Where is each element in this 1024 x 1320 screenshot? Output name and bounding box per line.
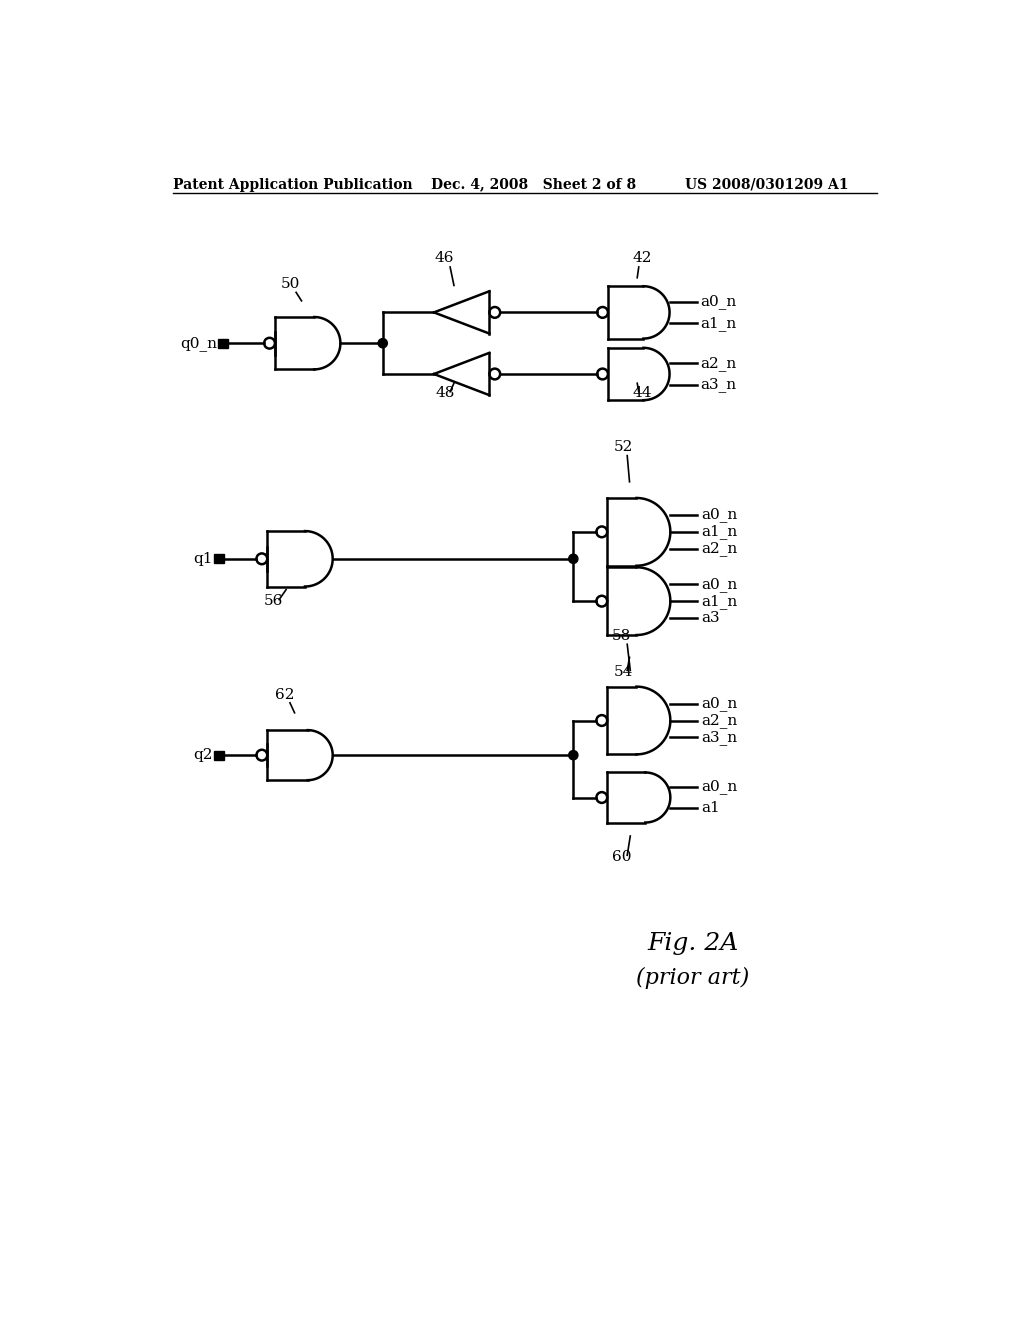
Bar <box>218 339 227 348</box>
Text: a1: a1 <box>701 801 720 816</box>
Text: Dec. 4, 2008   Sheet 2 of 8: Dec. 4, 2008 Sheet 2 of 8 <box>431 178 636 191</box>
Circle shape <box>568 554 578 564</box>
Text: 60: 60 <box>612 850 632 863</box>
Text: US 2008/0301209 A1: US 2008/0301209 A1 <box>685 178 849 191</box>
Text: 58: 58 <box>612 628 632 643</box>
Text: 52: 52 <box>613 440 633 454</box>
Text: a2_n: a2_n <box>700 356 736 371</box>
Text: q0_n: q0_n <box>180 335 217 351</box>
Text: a3_n: a3_n <box>700 378 736 392</box>
Text: 50: 50 <box>281 277 300 290</box>
Text: Patent Application Publication: Patent Application Publication <box>173 178 413 191</box>
Text: a0_n: a0_n <box>701 696 737 711</box>
Text: a1_n: a1_n <box>701 524 737 540</box>
Text: 48: 48 <box>435 387 455 400</box>
Bar <box>214 751 223 760</box>
Text: 56: 56 <box>263 594 283 609</box>
Text: a0_n: a0_n <box>700 294 736 309</box>
Text: a0_n: a0_n <box>701 779 737 795</box>
Text: a0_n: a0_n <box>701 577 737 591</box>
Text: a1_n: a1_n <box>700 315 736 330</box>
Text: a2_n: a2_n <box>701 541 737 556</box>
Text: q1: q1 <box>194 552 213 566</box>
Circle shape <box>378 339 387 348</box>
Text: (prior art): (prior art) <box>636 968 750 990</box>
Text: 54: 54 <box>613 665 633 678</box>
Text: a2_n: a2_n <box>701 713 737 727</box>
Bar <box>214 554 223 564</box>
Text: a3: a3 <box>701 611 720 626</box>
Text: 46: 46 <box>435 251 455 265</box>
Text: a1_n: a1_n <box>701 594 737 609</box>
Text: 44: 44 <box>633 387 652 400</box>
Circle shape <box>568 751 578 760</box>
Text: a0_n: a0_n <box>701 507 737 523</box>
Text: Fig. 2A: Fig. 2A <box>647 932 738 956</box>
Text: q2: q2 <box>194 748 213 762</box>
Text: a3_n: a3_n <box>701 730 737 744</box>
Text: 62: 62 <box>274 688 294 702</box>
Text: 42: 42 <box>633 251 652 265</box>
